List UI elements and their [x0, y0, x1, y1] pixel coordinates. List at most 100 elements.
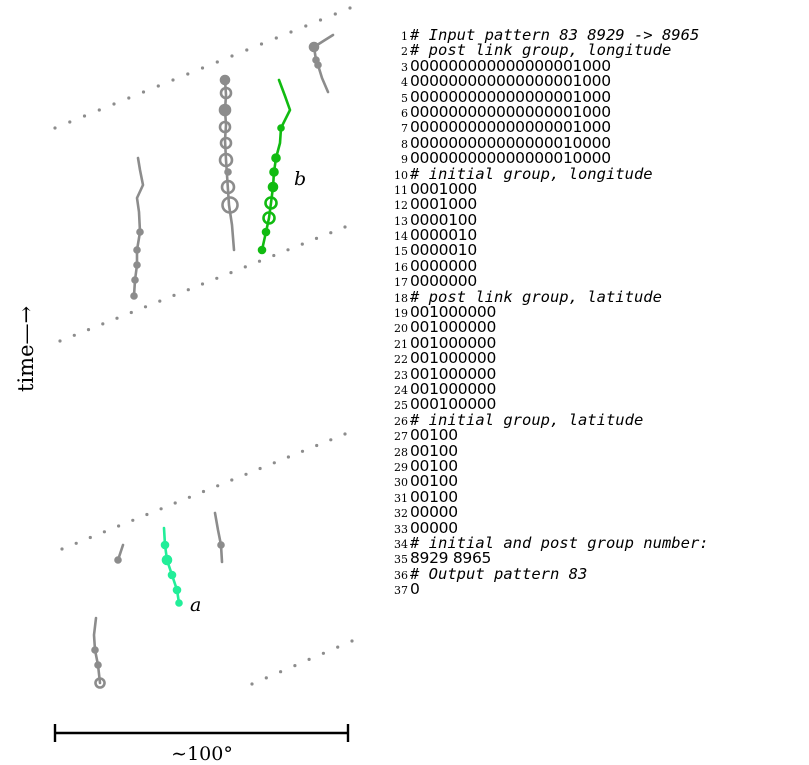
dot — [131, 518, 135, 522]
dot — [343, 225, 347, 229]
dot — [201, 489, 206, 494]
line-number: 15 — [394, 245, 408, 259]
pattern-text: 000000000000000001000 — [410, 72, 611, 91]
pattern-text: 00100 — [410, 456, 458, 475]
line-number: 11 — [394, 183, 408, 197]
pattern-text: 0000000 — [410, 256, 477, 275]
dot — [329, 231, 333, 235]
dot — [318, 18, 323, 22]
dotted-line-lower — [60, 432, 347, 551]
pattern-text: 00100 — [410, 472, 458, 491]
scale-bar-label: ∼100° — [171, 743, 233, 765]
dot — [245, 48, 249, 52]
comment-text: # initial group, longitude — [410, 164, 653, 183]
pattern-text: 001000000 — [410, 364, 497, 383]
dot — [230, 478, 234, 482]
dot — [286, 248, 290, 252]
line-number: 34 — [394, 537, 408, 551]
dot — [82, 114, 87, 118]
dot — [293, 664, 297, 668]
dot — [314, 236, 319, 240]
dot — [158, 299, 162, 303]
comment-text: # post link group, latitude — [410, 287, 662, 306]
dot — [348, 6, 352, 10]
dot — [101, 322, 105, 326]
line-number: 4 — [401, 76, 408, 90]
line-number: 26 — [394, 414, 408, 428]
pattern-text: 001000000 — [410, 349, 497, 368]
dot — [117, 524, 121, 528]
comment-text: # initial group, latitude — [410, 410, 644, 429]
dot — [264, 676, 268, 680]
dot — [172, 293, 176, 297]
line-number: 32 — [394, 507, 408, 521]
pattern-text: 000000000000000001000 — [410, 118, 611, 137]
dot — [127, 96, 131, 100]
dot — [97, 108, 101, 112]
track-bottom-left — [91, 616, 106, 689]
dot — [74, 541, 78, 545]
line-number: 25 — [394, 399, 408, 413]
dot — [215, 276, 219, 280]
dot — [243, 265, 247, 269]
line-number: 10 — [394, 168, 408, 182]
dot — [200, 66, 205, 70]
line-number: 21 — [394, 337, 408, 351]
track-lower-small — [114, 543, 125, 564]
pattern-text: 0000010 — [410, 241, 477, 260]
track-b — [257, 78, 292, 255]
dot — [315, 443, 319, 448]
dotted-line-bottom — [250, 639, 354, 686]
line-number: 6 — [401, 106, 408, 120]
label-a: a — [190, 594, 201, 616]
dot — [58, 339, 62, 343]
dot — [187, 495, 191, 499]
time-axis-label: time—→ — [14, 306, 38, 392]
pattern-text: 00100 — [410, 487, 458, 506]
track-left-upper — [130, 156, 145, 300]
dot — [145, 512, 149, 517]
pattern-text: 000100000 — [410, 395, 497, 414]
line-number: 16 — [394, 260, 408, 274]
pattern-text: 0001000 — [410, 195, 477, 214]
dot — [304, 24, 308, 28]
track-top-right — [308, 33, 335, 94]
pattern-text: 0 — [410, 580, 420, 599]
line-number: 35 — [394, 553, 408, 567]
dot — [289, 30, 293, 34]
dot — [343, 432, 347, 436]
dot — [259, 42, 264, 46]
dot — [300, 449, 305, 453]
pattern-text: 00000 — [410, 503, 458, 522]
pattern-text: 00000 — [410, 518, 458, 537]
dot — [141, 90, 146, 94]
line-number: 17 — [394, 276, 408, 290]
dot — [333, 12, 337, 16]
pattern-text: 0000100 — [410, 210, 477, 229]
pattern-text: 000000000000000001000 — [410, 102, 611, 121]
line-number: 9 — [401, 153, 408, 167]
dot — [115, 316, 119, 320]
dot — [68, 120, 72, 124]
scale-bar — [53, 724, 350, 742]
dot — [307, 657, 311, 662]
dot — [88, 535, 92, 540]
dot — [143, 305, 148, 309]
dot — [329, 438, 333, 442]
line-number: 14 — [394, 230, 408, 244]
gray-tracks — [91, 33, 335, 689]
line-number: 2 — [401, 45, 408, 59]
line-number: 30 — [394, 476, 408, 490]
dot — [102, 530, 106, 534]
dot — [244, 472, 248, 476]
dot — [60, 547, 64, 551]
pattern-text: 00100 — [410, 426, 458, 445]
pattern-text: 0000010 — [410, 226, 477, 245]
line-number: 18 — [394, 291, 408, 305]
pattern-text: 000000000000000001000 — [410, 87, 611, 106]
line-number: 31 — [394, 491, 408, 505]
line-number: 7 — [401, 122, 408, 136]
pattern-text: 0001000 — [410, 179, 477, 198]
dot — [186, 72, 190, 76]
track-a — [160, 526, 183, 607]
